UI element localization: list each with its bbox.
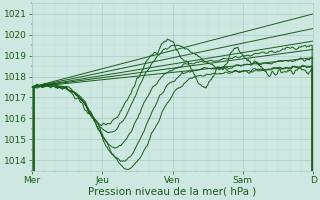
X-axis label: Pression niveau de la mer( hPa ): Pression niveau de la mer( hPa ) [88, 187, 257, 197]
